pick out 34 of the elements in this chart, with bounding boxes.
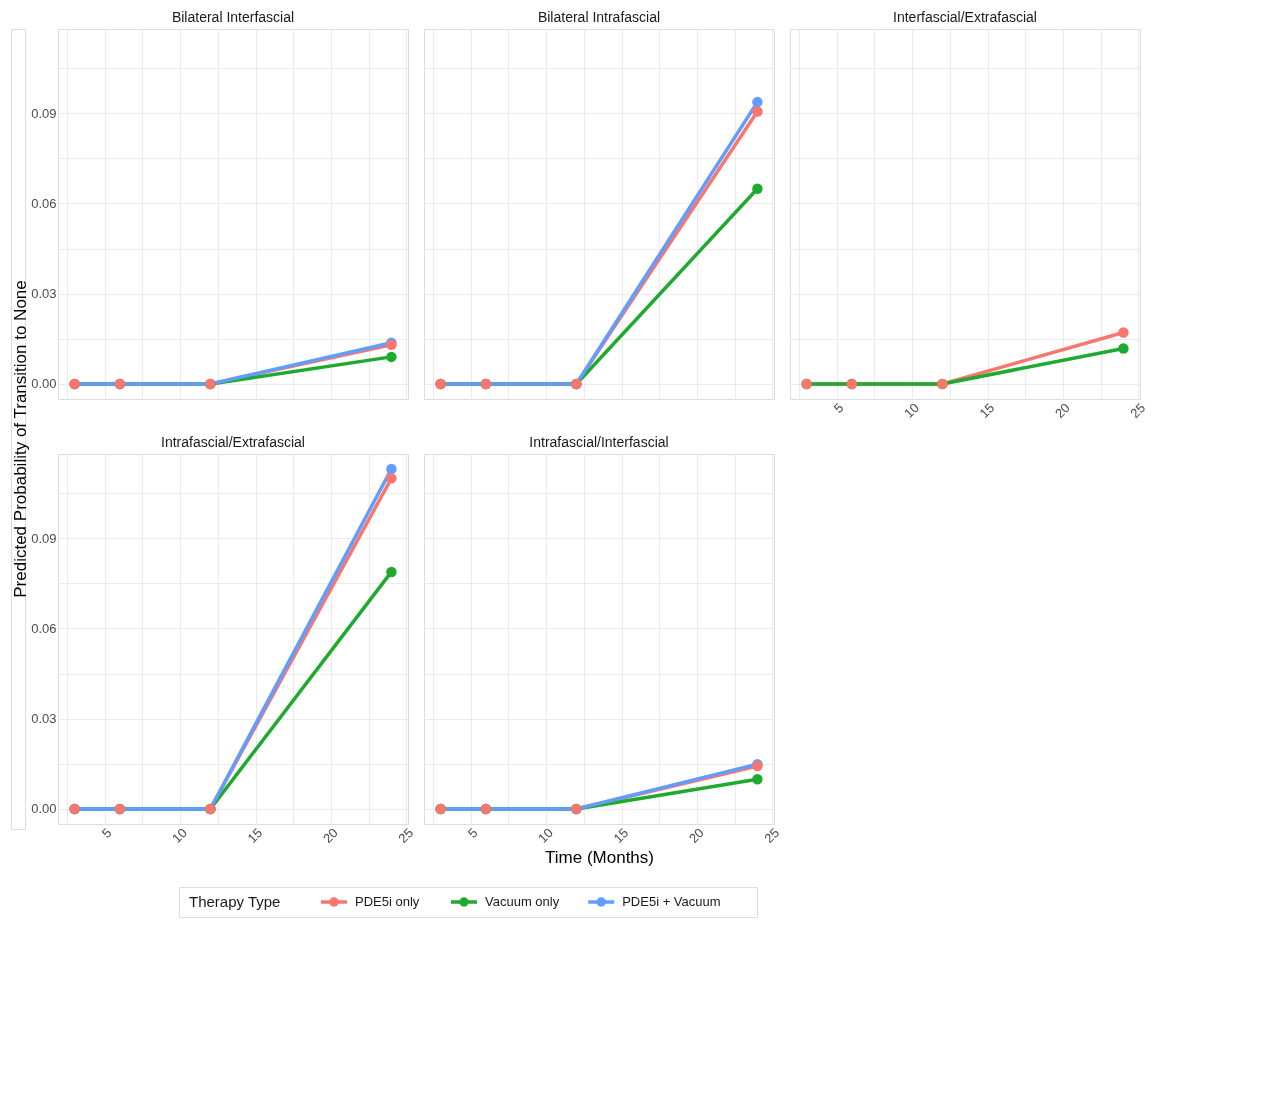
x-tick-label: 10 [535, 825, 556, 846]
x-tick-label: 25 [761, 825, 783, 846]
x-tick-label: 5 [464, 825, 481, 841]
y-tick-label: 0.09 [31, 530, 57, 546]
x-tick-label: 10 [169, 825, 190, 846]
legend-title: Therapy Type [189, 893, 281, 910]
legend-label: PDE5i + Vacuum [622, 894, 721, 909]
legend-label: PDE5i only [355, 894, 420, 909]
x-tick-label: 10 [901, 400, 922, 421]
x-tick-label: 25 [395, 825, 417, 846]
y-tick-label: 0.03 [31, 711, 57, 727]
x-tick-label: 20 [685, 825, 707, 846]
y-tick-label: 0.06 [31, 620, 57, 636]
legend-label: Vacuum only [485, 894, 560, 909]
chart-title: Bilateral Intrafascial [537, 9, 661, 25]
x-tick-label: 20 [319, 825, 341, 846]
x-axis-title: Time (Months) [545, 847, 654, 867]
x-tick-label: 5 [830, 400, 847, 416]
x-tick-label: 15 [244, 825, 266, 846]
y-tick-label: 0.06 [31, 195, 57, 211]
x-tick-label: 25 [1127, 400, 1149, 421]
y-tick-label: 0.00 [31, 376, 57, 392]
chart-title: Bilateral Interfascial [171, 9, 295, 25]
y-tick-label: 0.09 [31, 105, 57, 121]
x-tick-label: 15 [610, 825, 632, 846]
x-tick-label: 15 [976, 400, 998, 421]
chart-title: Intrafascial/Interfascial [529, 434, 669, 450]
x-tick-label: 5 [98, 825, 115, 841]
y-tick-label: 0.03 [31, 286, 57, 302]
y-tick-label: 0.00 [31, 801, 57, 817]
x-tick-label: 20 [1051, 400, 1073, 421]
y-axis-title: Predicted Probability of Transition to None [11, 280, 30, 598]
chart-title: Intrafascial/Extrafascial [161, 434, 305, 450]
chart-title: Interfascial/Extrafascial [893, 9, 1037, 25]
